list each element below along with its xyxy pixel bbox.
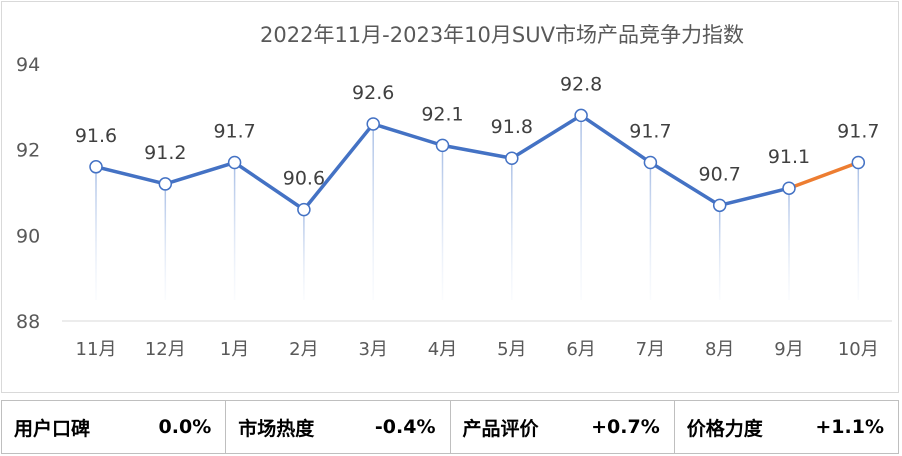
metric-user-reputation: 用户口碑 0.0% bbox=[2, 401, 227, 453]
data-label: 90.7 bbox=[699, 163, 741, 185]
drop-line bbox=[718, 205, 721, 300]
metric-value: 0.0% bbox=[158, 416, 212, 438]
data-label: 91.1 bbox=[768, 146, 810, 168]
drop-line bbox=[441, 145, 444, 300]
x-tick-label: 6月 bbox=[566, 339, 595, 360]
y-axis: 94 92 90 88 bbox=[16, 54, 40, 333]
y-tick-label: 90 bbox=[16, 225, 40, 247]
x-tick-label: 4月 bbox=[428, 339, 457, 360]
data-label: 91.2 bbox=[144, 142, 186, 164]
line-segment bbox=[579, 113, 653, 165]
data-point bbox=[297, 202, 311, 217]
data-label: 91.8 bbox=[491, 116, 533, 138]
drop-line bbox=[857, 162, 860, 300]
line-chart: 2022年11月-2023年10月SUV市场产品竞争力指数 94 92 90 88 9… bbox=[16, 23, 892, 360]
drop-line bbox=[233, 162, 236, 300]
metric-value: +1.1% bbox=[815, 416, 884, 438]
series-line bbox=[94, 113, 861, 212]
line-segment bbox=[371, 122, 445, 148]
chart-title: 2022年11月-2023年10月SUV市场产品竞争力指数 bbox=[260, 23, 744, 47]
drop-line bbox=[303, 209, 305, 300]
x-tick-label: 7月 bbox=[636, 339, 665, 360]
metric-label: 产品评价 bbox=[462, 417, 539, 440]
metrics-footer: 用户口碑 0.0% 市场热度 -0.4% 产品评价 +0.7% 价格力度 +1.… bbox=[1, 400, 899, 454]
line-segment bbox=[510, 113, 583, 160]
data-point bbox=[505, 151, 519, 165]
data-point bbox=[782, 181, 796, 195]
line-segment bbox=[648, 160, 722, 208]
x-tick-label: 8月 bbox=[705, 339, 734, 360]
data-point bbox=[574, 108, 588, 123]
data-point bbox=[643, 155, 658, 170]
metric-value: -0.4% bbox=[374, 416, 436, 438]
data-label: 92.6 bbox=[352, 82, 394, 104]
drop-line bbox=[164, 183, 167, 300]
y-tick-label: 94 bbox=[16, 54, 40, 76]
metric-label: 市场热度 bbox=[238, 417, 315, 440]
series-markers bbox=[89, 108, 866, 217]
data-label: 92.1 bbox=[421, 103, 463, 125]
x-tick-label: 1月 bbox=[220, 339, 249, 360]
x-tick-label: 12月 bbox=[145, 339, 186, 360]
x-tick-label: 5月 bbox=[497, 339, 526, 360]
metric-label: 价格力度 bbox=[686, 417, 763, 440]
x-tick-label: 3月 bbox=[358, 339, 387, 360]
metric-value: +0.7% bbox=[591, 416, 660, 438]
y-tick-label: 88 bbox=[16, 311, 40, 333]
drop-lines bbox=[95, 115, 860, 301]
drop-line bbox=[511, 158, 513, 300]
line-segment bbox=[232, 160, 306, 212]
data-point bbox=[712, 198, 727, 213]
line-segment bbox=[163, 160, 237, 186]
metric-market-heat: 市场热度 -0.4% bbox=[226, 401, 451, 453]
line-segment bbox=[787, 160, 861, 190]
data-point bbox=[158, 177, 173, 191]
line-segment bbox=[94, 165, 168, 186]
x-tick-label: 2月 bbox=[289, 339, 318, 360]
data-label: 91.7 bbox=[629, 121, 671, 143]
line-segment bbox=[302, 122, 375, 212]
data-label: 91.7 bbox=[213, 121, 255, 143]
data-point bbox=[435, 138, 450, 153]
drop-line bbox=[649, 162, 652, 300]
data-point bbox=[227, 155, 242, 170]
data-label: 90.6 bbox=[283, 168, 325, 190]
data-point bbox=[89, 160, 103, 174]
data-label: 91.7 bbox=[837, 121, 879, 143]
metric-product-rating: 产品评价 +0.7% bbox=[451, 401, 675, 453]
x-tick-label: 10月 bbox=[838, 339, 879, 360]
drop-line bbox=[95, 166, 97, 300]
x-axis: 11月 12月 1月 2月 3月 4月 5月 6月 7月 8月 9月 10月 bbox=[76, 339, 879, 360]
metric-label: 用户口碑 bbox=[14, 417, 91, 440]
data-label: 92.8 bbox=[560, 73, 602, 95]
drop-line bbox=[580, 115, 582, 301]
x-tick-label: 9月 bbox=[774, 339, 803, 360]
drop-line bbox=[372, 123, 374, 300]
y-tick-label: 92 bbox=[16, 140, 40, 162]
data-point bbox=[366, 117, 380, 131]
drop-line bbox=[788, 188, 790, 300]
data-labels: 91.6 91.2 91.7 90.6 92.6 92.1 91.8 92.8 91.7 90.7… bbox=[75, 73, 880, 189]
line-segment bbox=[717, 186, 791, 208]
x-tick-label: 11月 bbox=[76, 339, 117, 360]
metric-price-strength: 价格力度 +1.1% bbox=[675, 401, 898, 453]
data-label: 91.6 bbox=[75, 125, 117, 147]
data-point bbox=[851, 155, 866, 170]
line-segment bbox=[440, 143, 514, 160]
